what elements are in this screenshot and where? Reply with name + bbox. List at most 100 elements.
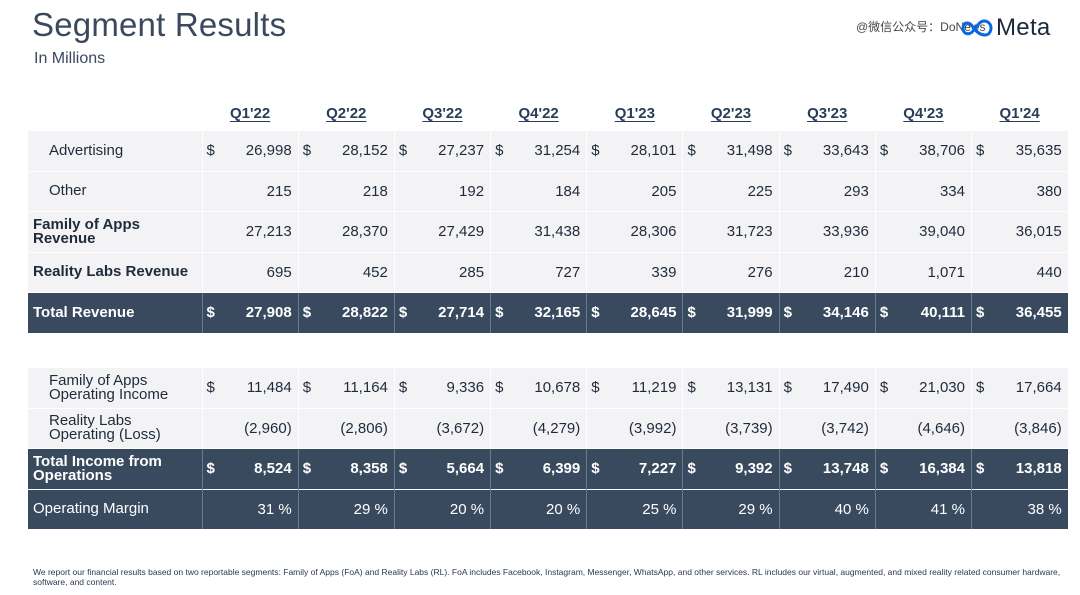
currency-symbol: $ bbox=[495, 304, 504, 322]
currency-symbol: $ bbox=[302, 379, 312, 397]
cell-value: (3,992) bbox=[628, 419, 677, 437]
cell-value: 28,370 bbox=[341, 223, 388, 241]
table-cell: $27,237 bbox=[393, 130, 491, 171]
revenue-table: Q1'22 Q2'22 Q3'22 Q4'22 Q1'23 Q2'23 Q3'23 Q4'23… bbox=[28, 97, 1068, 333]
table-cell: (3,742) bbox=[778, 407, 876, 449]
cell-value: 334 bbox=[939, 182, 965, 200]
cell-value: (3,742) bbox=[821, 419, 869, 437]
table-row: Operating Margin 31 % 29 % 20 % 20 % 25 % 29 %… bbox=[28, 488, 1068, 529]
currency-symbol: $ bbox=[687, 304, 696, 322]
cell-value: 215 bbox=[266, 182, 292, 200]
cell-value: 440 bbox=[1036, 263, 1062, 281]
operating-table: Family of Apps Operating Income $11,484 $1… bbox=[28, 367, 1068, 529]
cell-value: 38,706 bbox=[919, 142, 965, 160]
table-cell: $11,484 bbox=[201, 367, 299, 408]
table-cell: 20 % bbox=[393, 488, 491, 529]
currency-symbol: $ bbox=[206, 304, 215, 322]
table-cell: (2,960) bbox=[201, 407, 299, 449]
table-cell: $9,392 bbox=[682, 448, 780, 489]
currency-symbol: $ bbox=[302, 460, 312, 478]
currency-symbol: $ bbox=[783, 379, 792, 397]
cell-value: 225 bbox=[747, 182, 773, 200]
cell-value: 1,071 bbox=[927, 263, 965, 281]
table-cell: $21,030 bbox=[874, 367, 972, 408]
currency-symbol: $ bbox=[879, 379, 889, 397]
meta-infinity-icon bbox=[961, 19, 993, 37]
cell-value: 184 bbox=[555, 182, 581, 200]
cell-value: 380 bbox=[1036, 182, 1062, 200]
column-header-row: Q1'22 Q2'22 Q3'22 Q4'22 Q1'23 Q2'23 Q3'23 Q4'23… bbox=[28, 97, 1068, 131]
currency-symbol: $ bbox=[591, 142, 600, 160]
table-cell: 285 bbox=[393, 251, 491, 293]
currency-symbol: $ bbox=[879, 304, 889, 322]
cell-value: 26,998 bbox=[245, 142, 292, 160]
cell-value: 13,131 bbox=[726, 379, 773, 397]
cell-value: 8,358 bbox=[350, 460, 388, 478]
table-cell: 215 bbox=[201, 170, 299, 212]
cell-value: (4,646) bbox=[917, 419, 965, 437]
table-cell: (3,846) bbox=[970, 407, 1068, 449]
row-label: Operating Margin bbox=[33, 500, 149, 518]
table-cell: 1,071 bbox=[874, 251, 972, 293]
table-cell: (3,672) bbox=[393, 407, 491, 449]
currency-symbol: $ bbox=[495, 460, 504, 478]
row-label-cell: Operating Margin bbox=[28, 488, 202, 529]
row-label: Family of Apps Revenue bbox=[33, 215, 140, 247]
table-cell: 31,723 bbox=[682, 211, 780, 252]
table-cell: $28,822 bbox=[297, 292, 395, 333]
currency-symbol: $ bbox=[398, 304, 408, 322]
table-cell: 31,438 bbox=[490, 211, 587, 252]
cell-value: 28,152 bbox=[341, 142, 388, 160]
table-cell: $17,490 bbox=[778, 367, 876, 408]
table-cell: $34,146 bbox=[778, 292, 876, 333]
table-cell: $13,818 bbox=[970, 448, 1068, 489]
row-label: Family of Apps Operating Income bbox=[49, 371, 169, 403]
cell-value: 27,237 bbox=[438, 142, 485, 160]
table-cell: $9,336 bbox=[393, 367, 491, 408]
column-header: Q3'22 bbox=[422, 105, 463, 122]
table-row: Reality Labs Revenue 695 452 285 727 339 276 21… bbox=[28, 251, 1068, 293]
currency-symbol: $ bbox=[976, 142, 985, 160]
cell-value: (3,672) bbox=[436, 419, 485, 437]
table-cell: 39,040 bbox=[874, 211, 972, 252]
table-row: Reality Labs Operating (Loss) (2,960) (2,8… bbox=[28, 407, 1068, 449]
column-header: Q1'24 bbox=[999, 105, 1040, 122]
table-cell: 20 % bbox=[490, 488, 587, 529]
table-cell: $40,111 bbox=[874, 292, 972, 333]
table-cell: $11,219 bbox=[586, 367, 683, 408]
currency-symbol: $ bbox=[495, 379, 504, 397]
cell-value: 13,818 bbox=[1015, 460, 1062, 478]
table-cell: $10,678 bbox=[490, 367, 587, 408]
footnote: We report our financial results based on… bbox=[33, 567, 1061, 587]
table-cell: 727 bbox=[490, 251, 587, 293]
table-cell: 31 % bbox=[201, 488, 299, 529]
cell-value: 28,101 bbox=[630, 142, 677, 160]
cell-value: (2,806) bbox=[340, 419, 388, 437]
cell-value: 27,429 bbox=[438, 223, 485, 241]
currency-symbol: $ bbox=[976, 304, 985, 322]
cell-value: 17,664 bbox=[1015, 379, 1062, 397]
currency-symbol: $ bbox=[687, 460, 696, 478]
table-cell: 38 % bbox=[970, 488, 1068, 529]
table-cell: $31,498 bbox=[682, 130, 780, 171]
column-header: Q4'23 bbox=[903, 105, 944, 122]
table-cell: 293 bbox=[778, 170, 876, 212]
table-cell: $27,908 bbox=[201, 292, 299, 333]
cell-value: 6,399 bbox=[542, 460, 581, 478]
row-label: Reality Labs Operating (Loss) bbox=[49, 412, 161, 444]
cell-value: 25 % bbox=[642, 500, 677, 518]
currency-symbol: $ bbox=[976, 379, 985, 397]
table-cell: $28,101 bbox=[586, 130, 683, 171]
cell-value: 17,490 bbox=[822, 379, 869, 397]
table-cell: $36,455 bbox=[970, 292, 1068, 333]
table-cell: $8,524 bbox=[201, 448, 299, 489]
currency-symbol: $ bbox=[495, 142, 504, 160]
cell-value: 31 % bbox=[257, 500, 292, 518]
cell-value: (4,279) bbox=[532, 419, 581, 437]
currency-symbol: $ bbox=[783, 460, 792, 478]
table-cell: $13,131 bbox=[682, 367, 780, 408]
meta-logo: Meta bbox=[960, 14, 1051, 42]
cell-value: 36,455 bbox=[1015, 304, 1062, 322]
cell-value: (2,960) bbox=[244, 419, 292, 437]
cell-value: 20 % bbox=[546, 500, 581, 518]
